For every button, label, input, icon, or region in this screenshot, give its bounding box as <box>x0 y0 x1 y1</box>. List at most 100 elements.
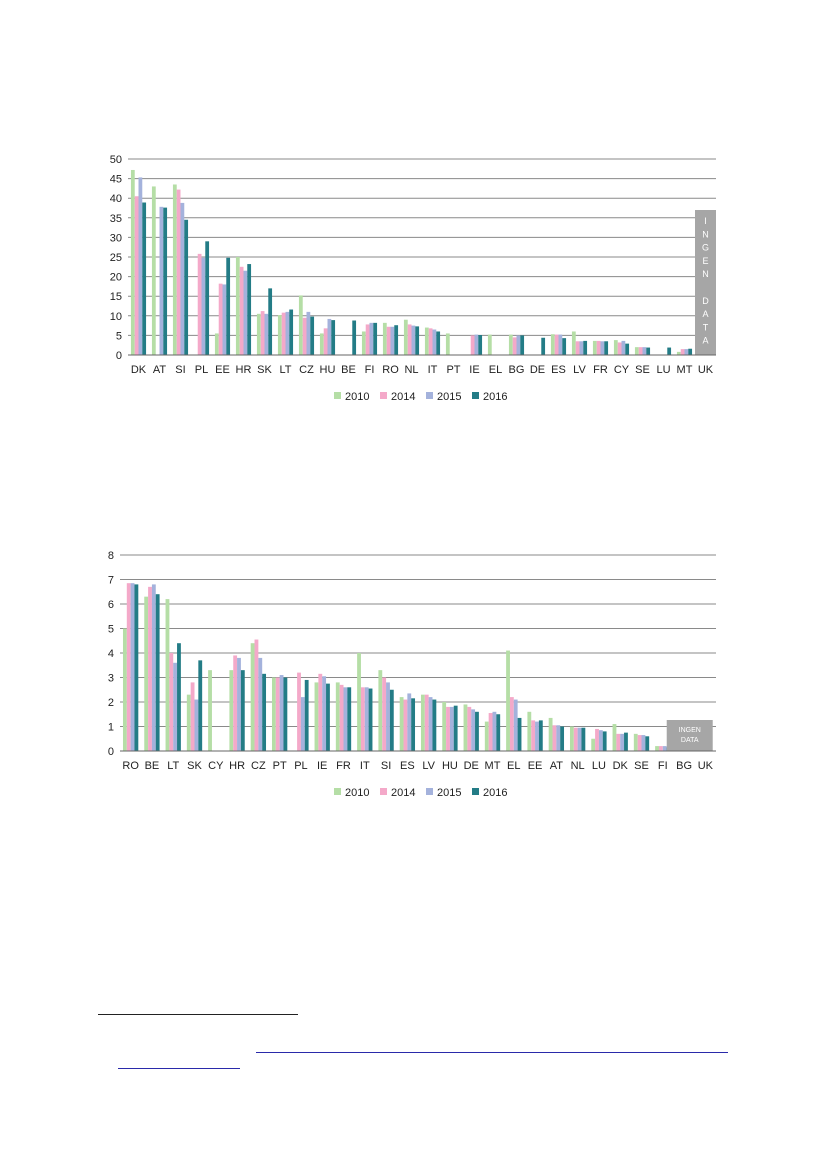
x-tick-label: PL <box>294 760 307 772</box>
no-data-letter: A <box>702 309 708 319</box>
x-tick-label: BG <box>676 760 692 772</box>
bar-IE-2016 <box>478 335 483 355</box>
x-tick-label: LT <box>279 364 291 376</box>
bar-SK-2016 <box>198 660 203 751</box>
bar-CZ-2010 <box>250 643 255 751</box>
bar-SK-2010 <box>186 694 191 751</box>
bar-BG-2016 <box>520 335 525 355</box>
bar-FI-2015 <box>369 322 374 355</box>
bar-FI-2010 <box>655 746 659 751</box>
legend-label: 2016 <box>483 391 507 403</box>
x-tick-label: RO <box>122 760 139 772</box>
bar-PT-2016 <box>283 677 288 751</box>
x-tick-label: EE <box>215 364 230 376</box>
x-tick-label: DE <box>530 364 545 376</box>
y-tick-label: 0 <box>116 350 122 362</box>
bar-HU-2015 <box>327 318 332 355</box>
bar-ES-2010 <box>399 697 404 751</box>
x-tick-label: MT <box>677 364 693 376</box>
y-tick-label: 7 <box>108 575 114 587</box>
x-tick-label: ES <box>551 364 566 376</box>
bar-LV-2015 <box>428 697 433 751</box>
bar-AT-2016 <box>560 726 565 751</box>
x-tick-label: BE <box>341 364 356 376</box>
bar-IT-2015 <box>432 329 437 355</box>
bar-IE-2015 <box>322 676 327 751</box>
bar-EE-2014 <box>218 283 223 355</box>
bar-RO-2016 <box>134 584 139 751</box>
bar-HU-2015 <box>449 706 454 751</box>
no-data-letter: A <box>702 336 708 346</box>
bar-SK-2015 <box>194 699 199 751</box>
y-tick-label: 5 <box>108 624 114 636</box>
bar-PL-2014 <box>297 672 301 751</box>
bar-SI-2015 <box>386 682 390 751</box>
bar-SK-2016 <box>268 288 273 355</box>
x-tick-label: NL <box>571 760 585 772</box>
legend-label: 2014 <box>391 787 415 799</box>
bar-IT-2010 <box>357 653 361 751</box>
bar-LV-2016 <box>432 699 437 751</box>
bar-HR-2016 <box>247 264 252 355</box>
x-tick-label: EL <box>489 364 502 376</box>
bar-PT-2015 <box>279 675 284 751</box>
footnote-link-underline[interactable] <box>118 1068 240 1069</box>
x-tick-label: SI <box>175 364 185 376</box>
bar-HU-2016 <box>331 320 336 355</box>
bar-IE-2016 <box>326 683 330 751</box>
bar-IE-2015 <box>474 334 479 355</box>
bar-HU-2016 <box>453 705 458 751</box>
x-tick-label: HR <box>236 364 252 376</box>
bar-SE-2014 <box>637 735 642 751</box>
bar-SK-2010 <box>256 313 261 355</box>
bar-HR-2016 <box>240 670 245 751</box>
legend-swatch <box>380 788 387 795</box>
bar-FR-2014 <box>596 340 601 355</box>
bar-EE-2010 <box>527 711 532 751</box>
bar-SI-2016 <box>389 689 394 751</box>
bar-CY-2014 <box>617 342 622 355</box>
footnote-link-underline[interactable] <box>256 1052 728 1053</box>
y-tick-label: 40 <box>110 193 122 205</box>
bar-PT-2010 <box>445 333 450 355</box>
bar-DK-2010 <box>612 724 617 751</box>
bar-MT-2016 <box>688 348 693 355</box>
x-tick-label: CY <box>208 760 224 772</box>
bar-SI-2010 <box>378 670 383 751</box>
bar-CY-2010 <box>613 340 618 355</box>
legend-swatch <box>426 392 433 399</box>
bar-FR-2015 <box>600 341 605 355</box>
footnote-separator <box>98 1014 298 1015</box>
bar-AT-2015 <box>159 206 164 355</box>
bar-AT-2016 <box>163 207 168 355</box>
bar-HU-2014 <box>446 706 450 751</box>
bar-SE-2016 <box>646 347 651 355</box>
y-tick-label: 15 <box>110 291 122 303</box>
bar-chart-1: 0 5 10 15 20 25 30 35 40 45 50 DK AT SI PL EE HR SK LT CZ HU… <box>110 154 716 403</box>
bar-SE-2015 <box>642 347 647 355</box>
no-data-label: INGEN <box>679 727 701 734</box>
x-tick-label: SE <box>635 364 650 376</box>
no-data-letter: E <box>702 256 708 266</box>
x-tick-label: SI <box>381 760 391 772</box>
legend-label: 2015 <box>437 391 461 403</box>
bar-BG-2015 <box>516 335 521 355</box>
bar-DE-2014 <box>467 706 472 751</box>
y-tick-label: 6 <box>108 599 114 611</box>
y-tick-label: 10 <box>110 311 122 323</box>
bar-RO-2014 <box>126 583 131 751</box>
x-tick-label: IT <box>360 760 370 772</box>
bar-PL-2016 <box>304 679 309 751</box>
bar-IT-2016 <box>436 331 441 355</box>
bar-NL-2014 <box>407 324 412 355</box>
x-tick-label: CZ <box>299 364 314 376</box>
bar-CZ-2014 <box>302 317 307 355</box>
bar-DK-2016 <box>142 202 147 355</box>
x-tick-label: FR <box>336 760 351 772</box>
bar-AT-2010 <box>151 186 156 355</box>
bar-DE-2015 <box>471 709 476 751</box>
y-tick-label: 20 <box>110 272 122 284</box>
bar-MT-2014 <box>680 349 685 355</box>
bar-PT-2014 <box>275 677 280 751</box>
